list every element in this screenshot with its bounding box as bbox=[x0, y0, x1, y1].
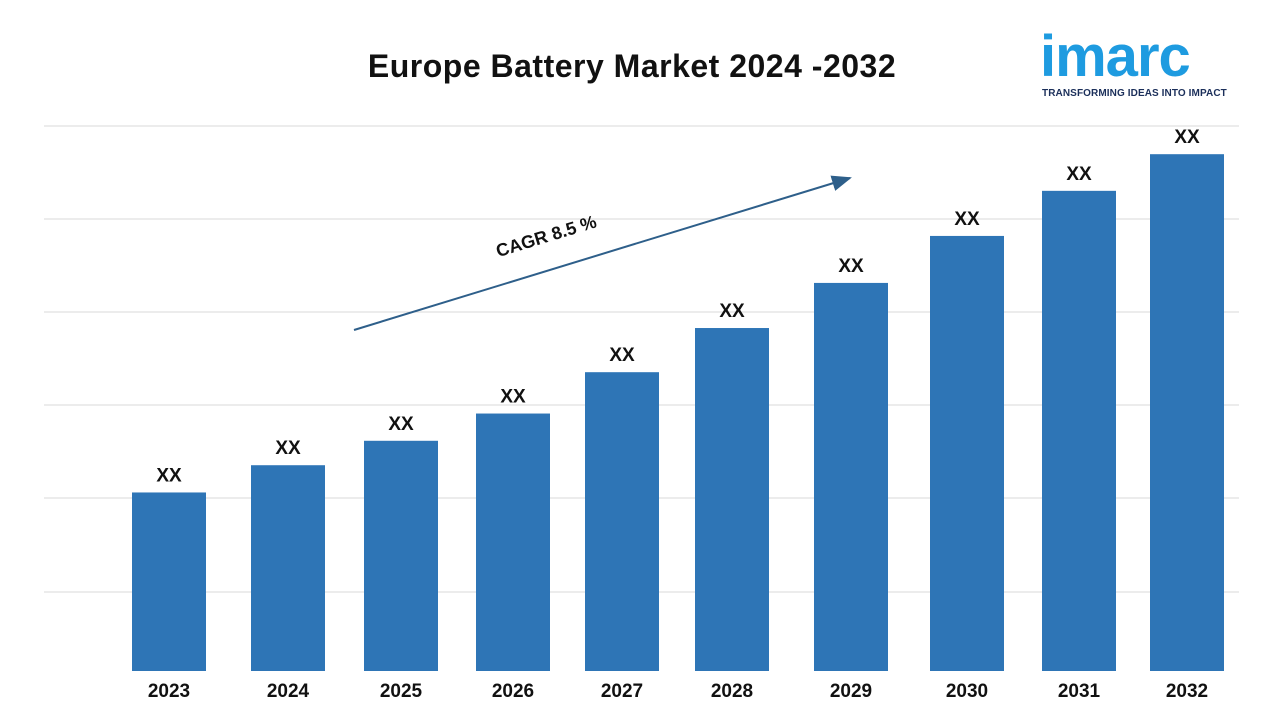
x-tick-2025: 2025 bbox=[380, 681, 423, 702]
x-tick-2031: 2031 bbox=[1058, 681, 1101, 702]
x-tick-2028: 2028 bbox=[711, 681, 753, 702]
data-label-2031: XX bbox=[1066, 164, 1092, 185]
data-label-2023: XX bbox=[156, 465, 182, 486]
bar-2026 bbox=[476, 413, 550, 671]
cagr-annotation: CAGR 8.5 % bbox=[353, 175, 852, 331]
x-tick-2032: 2032 bbox=[1166, 681, 1208, 702]
logo-tagline: TRANSFORMING IDEAS INTO IMPACT bbox=[1042, 88, 1227, 99]
imarc-logo: imarc TRANSFORMING IDEAS INTO IMPACT bbox=[1036, 14, 1236, 104]
bar-2023 bbox=[132, 492, 206, 671]
bar-2032 bbox=[1150, 154, 1224, 672]
data-label-2026: XX bbox=[500, 387, 526, 408]
data-label-2029: XX bbox=[838, 256, 864, 277]
data-label-2030: XX bbox=[954, 209, 980, 230]
data-label-2032: XX bbox=[1174, 127, 1200, 148]
bar-2024 bbox=[251, 465, 325, 671]
data-label-2025: XX bbox=[388, 414, 414, 435]
data-labels: XX XX XX XX XX XX XX XX XX XX bbox=[156, 127, 1200, 486]
bar-2031 bbox=[1042, 190, 1116, 671]
x-tick-2026: 2026 bbox=[492, 681, 534, 702]
cagr-arrow bbox=[353, 175, 852, 331]
x-tick-2023: 2023 bbox=[148, 681, 190, 702]
bar-2030 bbox=[930, 235, 1004, 672]
bar-2029 bbox=[814, 282, 888, 671]
x-axis-ticks: 2023 2024 2025 2026 2027 2028 2029 2030 2031 2032 bbox=[148, 681, 1208, 702]
chart-title: Europe Battery Market 2024 -2032 bbox=[367, 48, 897, 84]
x-tick-2024: 2024 bbox=[267, 681, 310, 702]
data-label-2028: XX bbox=[719, 301, 745, 322]
logo-wordmark: imarc bbox=[1040, 24, 1191, 89]
data-label-2024: XX bbox=[275, 438, 301, 459]
data-label-2027: XX bbox=[609, 345, 635, 366]
x-tick-2030: 2030 bbox=[946, 681, 988, 702]
bars bbox=[132, 154, 1224, 672]
bar-2027 bbox=[585, 372, 659, 671]
bar-2028 bbox=[695, 328, 769, 671]
x-tick-2029: 2029 bbox=[830, 681, 872, 702]
x-tick-2027: 2027 bbox=[601, 681, 643, 702]
bar-2025 bbox=[364, 440, 438, 671]
